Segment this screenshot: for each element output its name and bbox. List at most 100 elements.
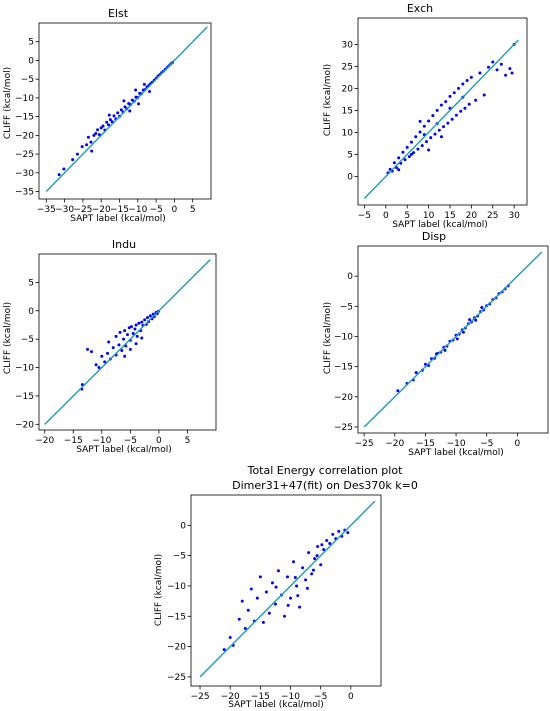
chart-title: Indu xyxy=(112,238,136,251)
data-point xyxy=(99,126,103,130)
y-tick-label: −5 xyxy=(173,552,186,562)
reference-line xyxy=(363,39,519,199)
chart-title: Elst xyxy=(108,7,129,20)
data-point xyxy=(111,346,115,350)
data-point xyxy=(448,94,452,98)
data-point xyxy=(243,626,247,630)
data-point xyxy=(431,114,435,118)
chart-elst: Elst CLIFF (kcal/mol) SAPT label (kcal/m… xyxy=(3,7,212,224)
data-point xyxy=(499,62,503,66)
data-point xyxy=(316,545,320,549)
data-point xyxy=(107,123,111,127)
y-tick-label: −25 xyxy=(15,150,34,160)
y-tick-label: 25 xyxy=(342,62,353,72)
data-point xyxy=(418,130,422,134)
data-point xyxy=(119,108,123,112)
x-tick-label: −25 xyxy=(191,692,210,702)
data-point xyxy=(258,575,262,579)
plot-area-frame xyxy=(38,253,217,431)
x-tick-label: −15 xyxy=(64,436,83,446)
data-point xyxy=(293,575,297,579)
data-point xyxy=(480,306,484,310)
x-tick-label: 30 xyxy=(508,211,520,221)
chart-indu: Indu CLIFF (kcal/mol) SAPT label (kcal/m… xyxy=(3,238,217,455)
data-point xyxy=(328,542,332,546)
data-point xyxy=(92,133,96,137)
data-point xyxy=(455,337,459,341)
data-point xyxy=(304,578,308,582)
chart-title: Total Energy correlation plot xyxy=(247,464,403,477)
reference-line xyxy=(44,259,211,425)
x-tick-label: −20 xyxy=(221,692,240,702)
data-point xyxy=(137,102,141,106)
data-point xyxy=(403,158,407,162)
data-point xyxy=(437,128,441,132)
data-point xyxy=(392,161,396,165)
data-point xyxy=(80,145,84,149)
data-point xyxy=(71,158,75,162)
data-point xyxy=(401,150,405,154)
data-point xyxy=(134,323,138,327)
data-point xyxy=(249,587,253,591)
data-point xyxy=(273,602,277,606)
y-tick-label: −30 xyxy=(15,169,34,179)
y-tick-label: −5 xyxy=(340,302,353,312)
reference-line xyxy=(45,26,208,192)
data-point xyxy=(409,140,413,144)
data-point xyxy=(322,548,326,552)
data-point xyxy=(418,119,422,123)
y-tick-label: −10 xyxy=(15,94,34,104)
x-tick-label: 15 xyxy=(444,211,455,221)
data-point xyxy=(388,167,392,171)
data-point xyxy=(123,329,127,333)
data-point xyxy=(116,111,120,115)
data-point xyxy=(407,155,411,159)
data-point xyxy=(396,389,400,393)
y-tick-label: 20 xyxy=(342,84,354,94)
data-point xyxy=(427,119,431,123)
data-point xyxy=(452,91,456,95)
data-point xyxy=(89,140,93,144)
data-point xyxy=(286,575,290,579)
data-point xyxy=(264,590,268,594)
reference-line xyxy=(199,500,376,678)
data-point xyxy=(510,71,514,75)
x-tick-label: 0 xyxy=(348,692,354,702)
y-tick-label: 5 xyxy=(28,38,34,48)
data-point xyxy=(397,168,401,172)
data-point xyxy=(435,108,439,112)
y-tick-label: 10 xyxy=(342,128,354,138)
data-point xyxy=(405,145,409,149)
data-point xyxy=(118,330,122,334)
x-tick-label: 0 xyxy=(172,205,178,215)
data-point xyxy=(508,67,512,71)
y-tick-label: 0 xyxy=(28,56,34,66)
data-point xyxy=(90,149,94,153)
data-point xyxy=(474,318,478,322)
data-point xyxy=(120,349,124,353)
data-point xyxy=(103,360,107,364)
y-tick-label: −5 xyxy=(21,75,34,85)
data-point xyxy=(504,73,508,77)
data-point xyxy=(126,333,129,337)
x-tick-label: −10 xyxy=(447,439,466,449)
data-point xyxy=(276,569,280,573)
data-point xyxy=(267,611,271,615)
chart-disp: Disp CLIFF (kcal/mol) SAPT label (kcal/m… xyxy=(323,230,549,458)
data-point xyxy=(412,151,416,155)
data-point xyxy=(140,320,144,324)
x-tick-label: 5 xyxy=(185,436,191,446)
data-point xyxy=(465,78,469,82)
data-point xyxy=(292,560,296,564)
data-point xyxy=(128,347,132,351)
data-point xyxy=(117,343,121,347)
data-point xyxy=(459,109,463,113)
x-tick-label: 10 xyxy=(423,211,435,221)
data-point xyxy=(446,121,450,125)
y-tick-label: −10 xyxy=(334,332,353,342)
x-tick-label: −25 xyxy=(355,439,374,449)
data-point xyxy=(296,594,300,598)
chart-subtitle: Dimer31+47(fit) on Des370k k=0 xyxy=(232,479,418,492)
data-point xyxy=(148,90,152,94)
y-axis-label: CLIFF (kcal/mol) xyxy=(3,67,13,139)
